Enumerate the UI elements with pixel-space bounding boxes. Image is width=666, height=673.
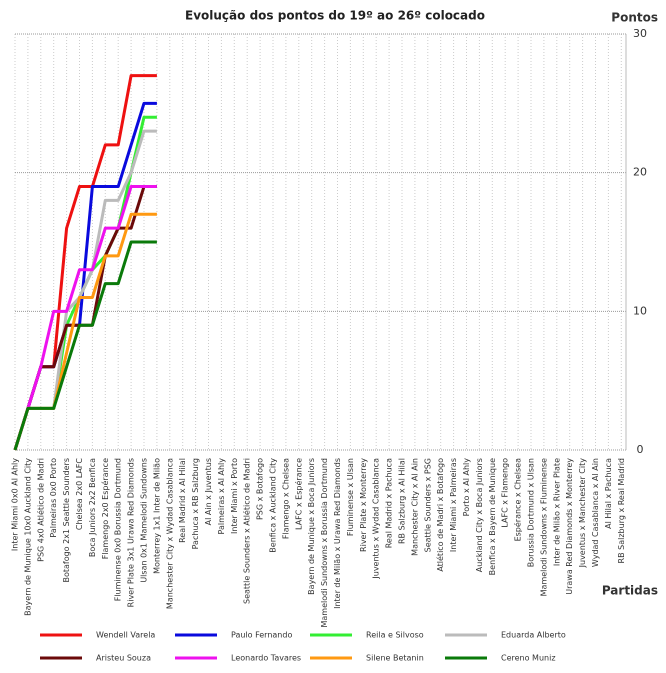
x-tick-label: LAFC x Espérance bbox=[293, 458, 303, 530]
x-tick-label: Pachuca x RB Salzburg bbox=[191, 458, 200, 549]
x-tick-label: Palmeiras x Al Ahly bbox=[217, 458, 226, 535]
x-tick-label: Seattle Sounders x Atlético de Madri bbox=[242, 458, 252, 604]
x-tick-label: Bayern de Munique 10x0 Auckland City bbox=[23, 458, 32, 616]
chart-title: Evolução dos pontos do 19º ao 26º coloca… bbox=[185, 9, 485, 23]
x-tick-label: Urawa Red Diamonds x Monterrey bbox=[565, 458, 574, 595]
x-tick-label: Manchester City x Wydad Casablanca bbox=[165, 458, 174, 609]
x-tick-label: RB Salzburg x Real Madrid bbox=[617, 458, 626, 563]
y-tick-label: 0 bbox=[637, 443, 644, 456]
x-tick-label: River Plate 3x1 Urawa Red Diamonds bbox=[127, 458, 136, 607]
x-tick-label: Wydad Casablanca x Al Ain bbox=[591, 458, 600, 567]
legend-label: Aristeu Souza bbox=[96, 654, 151, 663]
x-tick-label: Espérance x Chelsea bbox=[513, 458, 523, 542]
x-tick-label: Chelsea 2x0 LAFC bbox=[75, 458, 84, 531]
x-tick-label: Mamelodi Sundowns x Fluminense bbox=[539, 458, 548, 596]
x-tick-label: Inter Miami 0x0 Al Ahly bbox=[11, 458, 20, 551]
legend-label: Reila e Silvoso bbox=[366, 631, 424, 640]
legend-label: Leonardo Tavares bbox=[231, 654, 301, 663]
x-tick-label: Manchester City x Al Ain bbox=[410, 458, 419, 556]
x-tick-label: Inter de Milão x River Plate bbox=[552, 458, 561, 566]
x-tick-label: Auckland City x Boca Juniors bbox=[475, 458, 484, 572]
x-tick-label: Flamengo 2x0 Espérance bbox=[100, 458, 110, 559]
x-tick-label: Monterrey 1x1 Inter de Milão bbox=[152, 458, 161, 574]
x-tick-label: LAFC x Flamengo bbox=[501, 458, 510, 528]
legend-label: Eduarda Alberto bbox=[501, 631, 566, 640]
x-tick-label: RB Salzburg x Al Hilal bbox=[398, 458, 407, 544]
series-line bbox=[13, 185, 157, 451]
y-tick-label: 20 bbox=[633, 166, 647, 179]
x-tick-label: Benfica x Bayern de Munique bbox=[488, 458, 497, 575]
y-tick-label: 30 bbox=[633, 27, 647, 40]
x-tick-label: Al Hilal x Pachuca bbox=[604, 458, 613, 529]
x-tick-label: Boca Juniors 2x2 Benfica bbox=[88, 458, 97, 557]
x-tick-label: Flamengo x Chelsea bbox=[281, 458, 290, 539]
x-tick-label: Fluminense x Ulsan bbox=[346, 458, 355, 536]
x-tick-label: Real Madrid x Pachuca bbox=[385, 458, 394, 548]
legend-label: Cereno Muniz bbox=[501, 654, 556, 663]
series-line bbox=[13, 240, 157, 451]
x-axis-label: Partidas bbox=[602, 584, 658, 598]
series-line bbox=[13, 129, 157, 451]
legend-label: Paulo Fernando bbox=[231, 631, 292, 640]
x-tick-label: Palmeiras 0x0 Porto bbox=[49, 458, 58, 538]
x-tick-label: Ulsan 0x1 Mamelodi Sundowns bbox=[140, 458, 149, 583]
x-tick-label: Atlético de Madri x Botafogo bbox=[435, 458, 445, 572]
x-tick-label: Borussia Dortmund x Ulsan bbox=[527, 458, 536, 567]
x-tick-label: Mamelodi Sundowns x Borussia Dortmund bbox=[320, 458, 329, 628]
x-tick-label: Botafogo 2x1 Seattle Sounders bbox=[62, 458, 71, 583]
series-line bbox=[13, 185, 157, 451]
x-tick-label: PSG x Botafogo bbox=[256, 458, 265, 520]
x-tick-label: Juventus x Manchester City bbox=[578, 458, 587, 569]
x-tick-label: Juventus x Wydad Casablanca bbox=[372, 458, 381, 580]
y-axis-label: Pontos bbox=[611, 11, 658, 25]
legend-label: Wendell Varela bbox=[96, 631, 155, 640]
legend-label: Silene Betanin bbox=[366, 654, 424, 663]
x-tick-label: Inter Miami x Palmeiras bbox=[449, 458, 458, 552]
x-tick-label: Benfica x Auckland City bbox=[269, 458, 278, 553]
x-tick-label: PSG 4x0 Atlético de Madri bbox=[35, 458, 45, 562]
x-tick-label: Inter de Milão x Urawa Red Diamonds bbox=[333, 458, 342, 609]
x-tick-label: Porto x Al Ahly bbox=[462, 458, 471, 517]
x-tick-label: Bayern de Munique x Boca Juniors bbox=[307, 458, 316, 595]
x-tick-label: River Plate x Monterrey bbox=[359, 458, 368, 552]
x-tick-label: Fluminense 0x0 Borussia Dortmund bbox=[114, 458, 123, 601]
x-tick-label: Seattle Sounders x PSG bbox=[423, 458, 432, 552]
x-tick-label: Inter Miami x Porto bbox=[230, 458, 239, 534]
x-tick-label: Al Ain x Juventus bbox=[204, 458, 213, 525]
y-tick-label: 10 bbox=[633, 304, 647, 317]
x-tick-label: Real Madrid x Al Hilal bbox=[178, 458, 187, 543]
